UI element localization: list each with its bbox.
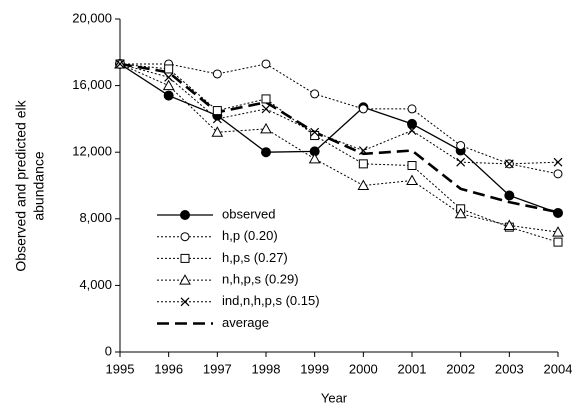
data-point <box>407 161 417 171</box>
data-point <box>358 146 368 155</box>
x-tick-label: 2003 <box>495 361 524 376</box>
series-line <box>119 63 559 243</box>
x-tick-label: 1996 <box>154 361 183 376</box>
legend-marker <box>180 232 190 242</box>
x-tick-label: 2001 <box>398 361 427 376</box>
data-point <box>553 207 563 218</box>
data-point <box>164 64 174 74</box>
legend-label: ind,n,h,p,s (0.15) <box>222 293 320 308</box>
data-point <box>407 104 417 114</box>
legend-marker <box>180 297 190 307</box>
data-point <box>261 104 271 114</box>
data-point <box>407 118 417 129</box>
series-line <box>120 63 559 175</box>
x-tick-label: 1998 <box>252 361 281 376</box>
data-point <box>212 114 222 124</box>
x-tick-label: 2002 <box>446 361 475 376</box>
legend-marker <box>179 274 191 285</box>
y-axis-label: Observed and predicted elk <box>13 99 29 271</box>
data-point <box>504 190 515 201</box>
data-point <box>504 159 514 169</box>
legend-marker <box>180 253 190 263</box>
legend-label: h,p (0.20) <box>222 228 278 243</box>
x-axis-label: Year <box>321 390 348 405</box>
data-point <box>310 127 320 137</box>
series-line <box>119 63 559 233</box>
legend-label: observed <box>222 206 275 221</box>
x-tick-label: 1999 <box>300 361 329 376</box>
data-point <box>358 159 368 169</box>
y-tick-label: 12,000 <box>72 144 112 159</box>
series-line <box>119 63 559 165</box>
data-point <box>406 174 418 186</box>
y-tick-label: 16,000 <box>72 77 112 92</box>
data-point <box>553 237 563 247</box>
data-point <box>163 90 174 101</box>
data-point <box>456 141 466 151</box>
x-tick-label: 1997 <box>203 361 232 376</box>
data-point <box>115 59 125 69</box>
data-point <box>456 157 466 167</box>
data-point <box>164 72 174 82</box>
data-point <box>358 104 368 114</box>
data-point <box>308 152 321 164</box>
y-tick-label: 0 <box>105 343 112 358</box>
data-point <box>211 126 224 137</box>
data-point <box>310 89 320 99</box>
data-point <box>261 147 271 158</box>
data-point <box>260 122 272 134</box>
x-tick-label: 2004 <box>544 361 573 376</box>
legend-label: average <box>222 315 269 330</box>
y-tick-label: 20,000 <box>72 10 112 25</box>
data-point <box>553 157 563 167</box>
data-point <box>503 219 516 230</box>
legend-label: h,p,s (0.27) <box>222 250 288 265</box>
data-point <box>212 69 222 79</box>
legend-marker <box>180 210 190 220</box>
y-tick-label: 8,000 <box>79 210 112 225</box>
legend-label: n,h,p,s (0.29) <box>222 272 299 287</box>
data-point <box>212 106 222 116</box>
y-tick-label: 4,000 <box>79 277 112 292</box>
data-point <box>162 79 175 91</box>
data-point <box>357 179 370 190</box>
data-point <box>454 207 467 219</box>
data-point <box>407 126 417 135</box>
x-tick-label: 2000 <box>349 361 378 376</box>
data-point <box>552 226 564 237</box>
x-tick-label: 1995 <box>106 361 135 376</box>
series-line <box>119 63 559 214</box>
data-point <box>261 59 271 69</box>
data-point <box>261 94 271 104</box>
y-axis-label: abundance <box>31 151 47 221</box>
series-line <box>119 62 559 214</box>
data-point <box>553 169 563 179</box>
